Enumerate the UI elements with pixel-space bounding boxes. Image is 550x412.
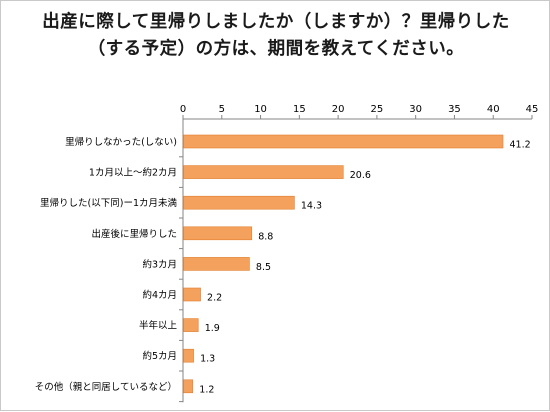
- category-label: 里帰りした(以下同)ー1カ月未満: [40, 197, 177, 209]
- bar: [183, 134, 504, 149]
- bar: [183, 318, 199, 332]
- data-label: 1.3: [200, 354, 215, 365]
- bar: [183, 287, 201, 302]
- data-label: 41.2: [510, 140, 531, 151]
- bar: [183, 195, 295, 210]
- data-label: 14.3: [301, 201, 322, 212]
- category-label: 半年以上: [139, 320, 178, 332]
- category-label: 約3カ月: [142, 258, 177, 270]
- axis-layer: 0 5 10 15 20 25 30 35 40 45: [179, 104, 539, 403]
- x-tick-label: 35: [448, 104, 461, 115]
- bar: [183, 379, 194, 394]
- x-tick-label: 25: [371, 104, 384, 115]
- x-tick-label: 45: [526, 104, 539, 115]
- x-tick-label: 15: [293, 104, 306, 115]
- category-label: 約5カ月: [142, 350, 177, 362]
- bar: [183, 257, 250, 271]
- x-tick-label: 0: [180, 104, 186, 115]
- x-tick-label: 20: [332, 104, 345, 115]
- bar: [183, 226, 253, 241]
- category-label: その他（親と同居しているなど）: [35, 381, 177, 393]
- x-tick-label: 30: [409, 104, 422, 115]
- data-label: 8.8: [258, 231, 273, 242]
- data-label: 2.2: [207, 293, 222, 304]
- data-label: 20.6: [350, 170, 371, 181]
- data-label: 8.5: [256, 262, 271, 273]
- category-label: 出産後に里帰りした: [91, 228, 177, 240]
- chart-title: 出産に際して里帰りしましたか（しますか）？里帰りした（する予定）の方は、期間を教…: [42, 12, 510, 59]
- category-label: 約4カ月: [142, 289, 177, 301]
- category-label: 1カ月以上～約2カ月: [89, 167, 177, 179]
- x-tick-label: 40: [487, 104, 500, 115]
- data-label: 1.2: [199, 384, 214, 395]
- category-label: 里帰りしなかった(しない): [65, 136, 177, 148]
- bar: [183, 165, 344, 179]
- bar: [183, 348, 194, 363]
- x-tick-label: 5: [219, 104, 225, 115]
- x-tick-label: 10: [254, 104, 267, 115]
- data-label: 1.9: [205, 323, 220, 334]
- bar-layer: 里帰りしなかった(しない) 41.2 1カ月以上～約2カ月 20.6 里帰りした(以下同…: [35, 134, 531, 395]
